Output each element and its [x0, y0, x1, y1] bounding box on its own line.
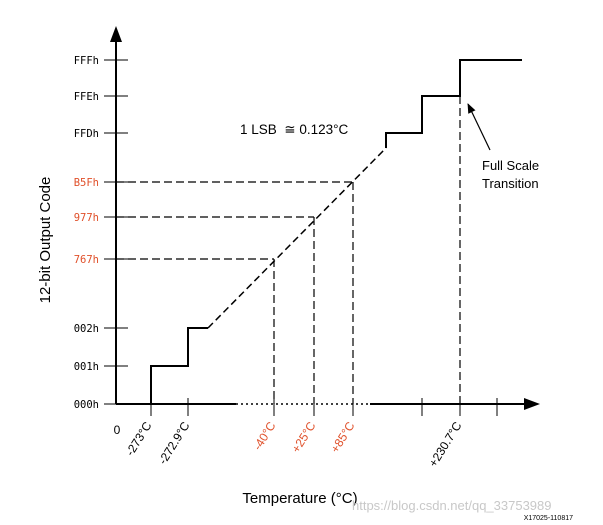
- x-tick-labels: -273°C -272.9°C -40°C +25°C +85°C +230.7…: [123, 419, 465, 470]
- y-axis-title: 12-bit Output Code: [37, 177, 54, 304]
- full-scale-arrow: [467, 103, 491, 151]
- y-axis-arrow-icon: [110, 26, 122, 42]
- y-tick-label: FFFh: [74, 55, 99, 67]
- origin-label: 0: [114, 423, 121, 437]
- guide-lines: [116, 96, 461, 404]
- x-axis-title: Temperature (°C): [242, 490, 357, 507]
- x-tick-label: +85°C: [328, 419, 358, 455]
- y-tick-label: 977h: [74, 212, 99, 224]
- upper-staircase: [385, 59, 522, 148]
- x-tick-label: +230.7°C: [426, 419, 465, 470]
- y-tick-label: 000h: [74, 399, 99, 411]
- lower-staircase: [150, 327, 208, 404]
- full-scale-note-line2: Transition: [482, 176, 539, 191]
- x-tick-label: +25°C: [289, 419, 319, 455]
- x-axis-arrow-icon: [524, 398, 540, 410]
- y-tick-label: 001h: [74, 361, 99, 373]
- x-tick-label: -272.9°C: [156, 419, 193, 467]
- linear-region-dashed: [207, 147, 387, 329]
- watermark: https://blog.csdn.net/qq_33753989: [352, 498, 552, 513]
- x-tick-label: -273°C: [123, 419, 155, 458]
- y-tick-label: 002h: [74, 323, 99, 335]
- full-scale-note-line1: Full Scale: [482, 158, 539, 173]
- transfer-curve: [150, 59, 522, 404]
- lsb-note: 1 LSB ≅ 0.123°C: [240, 122, 349, 137]
- axes: [110, 26, 540, 410]
- x-tick-label: -40°C: [250, 419, 278, 453]
- y-tick-label: B5Fh: [74, 177, 99, 189]
- figure-id: X17025-110817: [524, 515, 573, 522]
- y-tick-label: 767h: [74, 254, 99, 266]
- y-tick-label: FFDh: [74, 128, 99, 140]
- y-tick-labels: 000h 001h 002h 767h 977h B5Fh FFDh FFEh …: [74, 55, 99, 411]
- x-ticks: [150, 398, 498, 416]
- y-tick-label: FFEh: [74, 91, 99, 103]
